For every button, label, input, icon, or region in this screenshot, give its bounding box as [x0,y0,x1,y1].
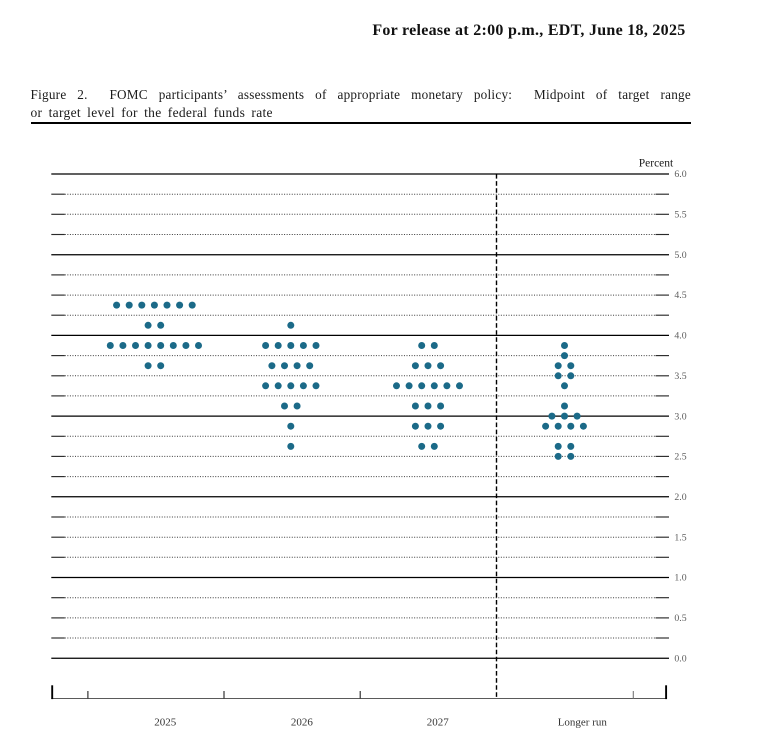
svg-text:2026: 2026 [291,717,314,729]
svg-text:5.0: 5.0 [674,250,686,261]
svg-text:3.0: 3.0 [674,411,686,422]
svg-text:2025: 2025 [154,717,177,729]
svg-text:5.5: 5.5 [674,210,686,221]
svg-text:4.0: 4.0 [674,331,686,342]
svg-text:Percent: Percent [639,158,674,170]
svg-text:Longer run: Longer run [558,717,608,729]
svg-text:2027: 2027 [427,717,450,729]
svg-text:4.5: 4.5 [674,290,686,301]
svg-text:2.5: 2.5 [674,452,686,463]
svg-text:3.5: 3.5 [674,371,686,382]
svg-text:1.0: 1.0 [674,573,686,584]
svg-text:2.0: 2.0 [674,492,686,503]
svg-text:0.0: 0.0 [674,653,686,664]
svg-text:0.5: 0.5 [674,613,686,624]
svg-text:6.0: 6.0 [674,169,686,180]
svg-text:1.5: 1.5 [674,532,686,543]
